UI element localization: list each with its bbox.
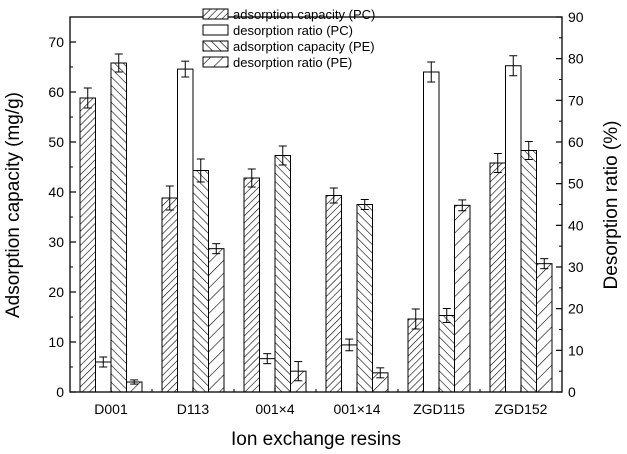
bar-2-6 (505, 65, 522, 393)
bar-4-6 (536, 263, 553, 393)
bar-3-2 (192, 170, 209, 393)
bar-3-4 (356, 204, 373, 393)
x-tick-label-4: 001×14 (333, 401, 380, 417)
bar-4-2 (208, 248, 225, 393)
plot-frame (69, 16, 563, 393)
bar-1-1 (79, 97, 96, 393)
y2-tick-label-9: 90 (568, 9, 584, 25)
y2-tick-label-3: 30 (568, 259, 584, 275)
error-bar-2-2 (181, 60, 190, 78)
bar-3-1 (110, 62, 127, 393)
error-bar-4-1 (130, 379, 139, 385)
legend-swatch-1 (202, 8, 229, 20)
y-tick-label-1: 10 (48, 334, 64, 350)
bars-layer (79, 62, 553, 393)
error-bar-3-2 (196, 158, 205, 183)
error-bar-4-3 (294, 361, 303, 382)
x-tick-label-1: D001 (94, 401, 128, 417)
x-tick-label-6: ZGD152 (495, 401, 548, 417)
bar-2-4 (341, 344, 358, 393)
y2-tick-label-6: 60 (568, 134, 584, 150)
legend-label-3: adsorption capacity (PE) (233, 39, 375, 54)
bar-2-2 (177, 68, 194, 393)
y2-tick-label-1: 10 (568, 342, 584, 358)
error-bar-4-2 (212, 243, 221, 255)
legend-swatch-2 (202, 24, 229, 36)
y-tick-label-4: 40 (48, 184, 64, 200)
error-bar-4-6 (540, 258, 549, 270)
y-tick-label-0: 0 (56, 384, 64, 400)
y2-axis-title: Desorption ratio (%) (601, 121, 622, 290)
legend-item-3: adsorption capacity (PE) (202, 39, 375, 54)
error-bar-2-6 (509, 55, 518, 77)
legend-item-4: desorption ratio (PE) (202, 55, 352, 70)
bar-1-5 (407, 318, 424, 393)
error-bar-1-4 (329, 187, 338, 204)
y-tick-label-2: 20 (48, 284, 64, 300)
y2-tick-label-2: 20 (568, 301, 584, 317)
x-tick-label-2: D113 (177, 401, 210, 417)
legend-swatch-3 (202, 40, 229, 52)
error-bar-4-4 (376, 367, 385, 379)
y-tick-label-5: 50 (48, 134, 64, 150)
legend-item-1: adsorption capacity (PC) (202, 7, 375, 22)
x-tick-label-5: ZGD115 (413, 401, 465, 417)
error-bar-3-1 (114, 53, 123, 73)
error-bar-3-6 (524, 141, 533, 160)
y-tick-label-6: 60 (48, 84, 64, 100)
bar-1-6 (489, 162, 506, 393)
bar-1-3 (243, 177, 260, 393)
x-axis-title: Ion exchange resins (231, 429, 401, 450)
y2-tick-label-0: 0 (568, 384, 576, 400)
bar-1-2 (161, 197, 178, 393)
bar-3-3 (274, 155, 291, 393)
legend-swatch-4 (202, 56, 229, 68)
left-axis: 0 10 20 30 40 50 60 70 (48, 34, 76, 400)
bar-4-5 (454, 204, 471, 393)
error-bar-1-6 (493, 153, 502, 173)
error-bar-1-1 (83, 87, 92, 109)
y2-tick-label-8: 80 (568, 51, 584, 67)
legend-label-4: desorption ratio (PE) (233, 55, 352, 70)
right-axis: 0 10 20 30 40 50 60 70 80 90 (556, 9, 584, 400)
error-bar-2-3 (263, 353, 272, 365)
x-tick-label-3: 001×4 (255, 401, 295, 417)
bar-3-6 (520, 150, 537, 393)
bar-2-5 (423, 71, 440, 393)
y-tick-label-7: 70 (48, 34, 64, 50)
error-bar-3-3 (278, 145, 287, 166)
error-bars-layer (83, 53, 549, 385)
error-bar-1-2 (165, 185, 174, 211)
error-bar-2-1 (99, 356, 108, 368)
legend: adsorption capacity (PC)desorption ratio… (202, 7, 375, 70)
y2-tick-label-4: 40 (568, 217, 584, 233)
bar-3-5 (438, 315, 455, 393)
x-axis: D001 D113 001×4 001×14 ZGD115 ZGD152 (94, 387, 548, 417)
error-bar-3-4 (360, 199, 369, 210)
y2-tick-label-5: 50 (568, 176, 584, 192)
legend-item-2: desorption ratio (PC) (202, 23, 353, 38)
legend-label-1: adsorption capacity (PC) (233, 7, 375, 22)
legend-label-2: desorption ratio (PC) (233, 23, 353, 38)
y-axis-title: Adsorption capacity (mg/g) (3, 92, 24, 318)
error-bar-3-5 (442, 308, 451, 323)
bar-1-4 (325, 195, 342, 393)
error-bar-2-5 (427, 61, 436, 83)
y2-tick-label-7: 70 (568, 92, 584, 108)
error-bar-2-4 (345, 338, 354, 352)
error-bar-1-5 (411, 308, 420, 330)
error-bar-1-3 (247, 168, 256, 188)
error-bar-4-5 (458, 199, 467, 212)
y-tick-label-3: 30 (48, 234, 64, 250)
